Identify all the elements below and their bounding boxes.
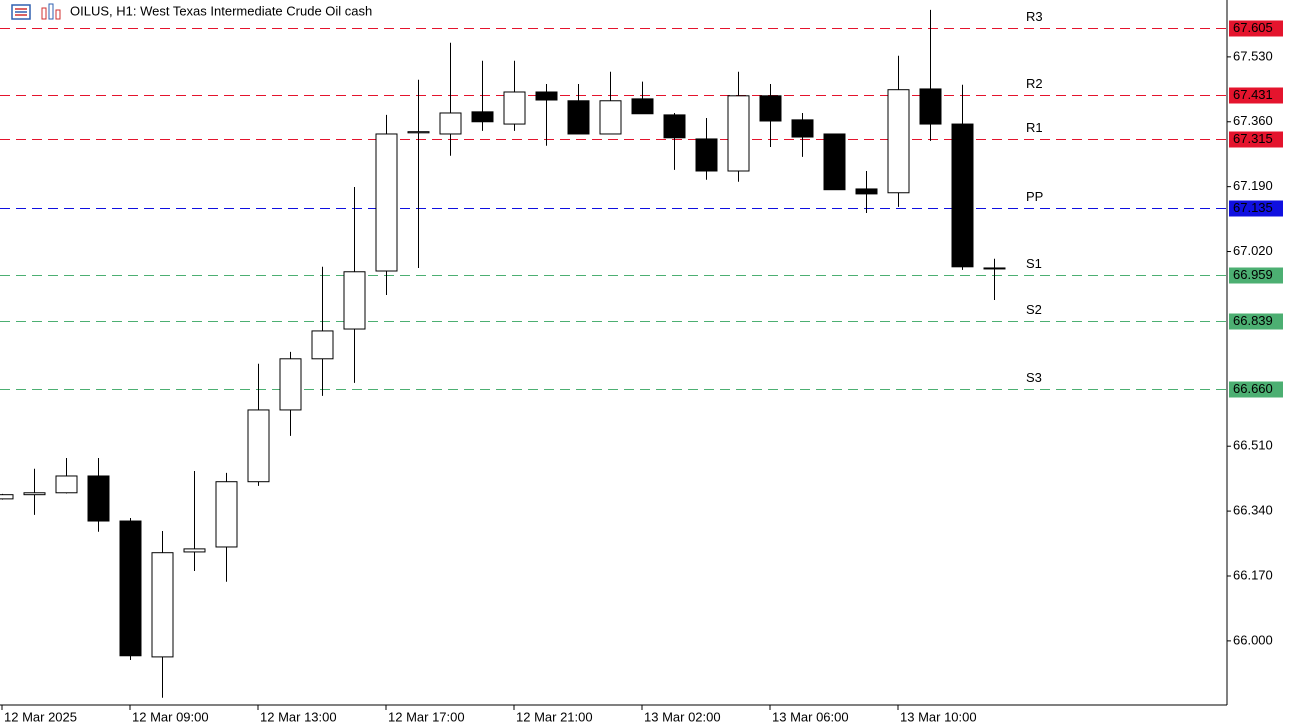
candle-body [503,91,526,125]
candle-body [855,188,878,195]
candle-body [87,475,110,522]
candle-body [119,520,142,657]
candle-body [55,475,78,494]
icon-bar [55,9,61,20]
price-label-box [1229,267,1283,284]
candle-body [407,131,430,134]
candle-body [23,492,46,496]
pivot-name: S2 [1026,302,1042,317]
pivot-name: R1 [1026,120,1043,135]
candle-body [215,481,238,548]
price-label: 66.959 [1233,267,1273,282]
price-label: 67.605 [1233,20,1273,35]
y-tick-label: 67.020 [1233,243,1273,258]
y-tick-label: 67.190 [1233,178,1273,193]
x-tick-label: 12 Mar 13:00 [260,709,337,724]
candle-body [247,409,270,483]
candle-body [919,88,942,125]
candle-body [279,358,302,411]
x-tick-label: 12 Mar 09:00 [132,709,209,724]
y-tick-label: 66.340 [1233,503,1273,518]
candle-body [823,133,846,191]
candle-body [727,95,750,172]
chart-title: OILUS, H1: West Texas Intermediate Crude… [70,3,372,18]
x-tick-label: 12 Mar 17:00 [388,709,465,724]
pivot-name: S1 [1026,256,1042,271]
price-label: 66.839 [1233,313,1273,328]
price-label-box [1229,381,1283,398]
price-label-box [1229,20,1283,37]
candle-body [983,267,1006,270]
y-tick-label: 66.170 [1233,567,1273,582]
icon-bar [41,7,47,20]
candle-body [791,119,814,138]
candle-body [439,112,462,135]
x-tick-label: 12 Mar 21:00 [516,709,593,724]
y-tick-label: 67.360 [1233,113,1273,128]
price-label-box [1229,131,1283,148]
price-label: 67.315 [1233,131,1273,146]
price-label: 67.135 [1233,200,1273,215]
x-tick-label: 13 Mar 06:00 [772,709,849,724]
x-tick-label: 13 Mar 02:00 [644,709,721,724]
pivot-name: PP [1026,189,1043,204]
chart-icon[interactable] [41,3,61,20]
y-tick-label: 67.530 [1233,48,1273,63]
candle-body [631,98,654,115]
candle-body [951,123,974,268]
candle-body [471,111,494,123]
x-tick-label: 12 Mar 2025 [4,709,77,724]
candle-body [311,330,334,360]
candle-body [151,552,174,658]
y-tick-label: 66.510 [1233,438,1273,453]
candle-body [599,100,622,135]
y-tick-label: 66.000 [1233,632,1273,647]
candle-body [887,89,910,194]
pivot-name: R2 [1026,76,1043,91]
price-label-box [1229,87,1283,104]
pivot-name: R3 [1026,9,1043,24]
candle-body [663,114,686,139]
candle-body [567,100,590,135]
price-label: 66.660 [1233,381,1273,396]
x-tick-label: 13 Mar 10:00 [900,709,977,724]
candle-body [343,271,366,330]
icon-bar [48,3,54,20]
pivot-name: S3 [1026,370,1042,385]
candle-body [535,91,558,101]
price-label: 67.431 [1233,87,1273,102]
candle-body [375,133,398,272]
price-label-box [1229,313,1283,330]
menu-icon[interactable] [11,4,31,20]
candle-body [0,494,14,500]
candle-body [183,548,206,553]
candle-body [695,138,718,172]
candle-body [759,95,782,122]
price-label-box [1229,200,1283,217]
